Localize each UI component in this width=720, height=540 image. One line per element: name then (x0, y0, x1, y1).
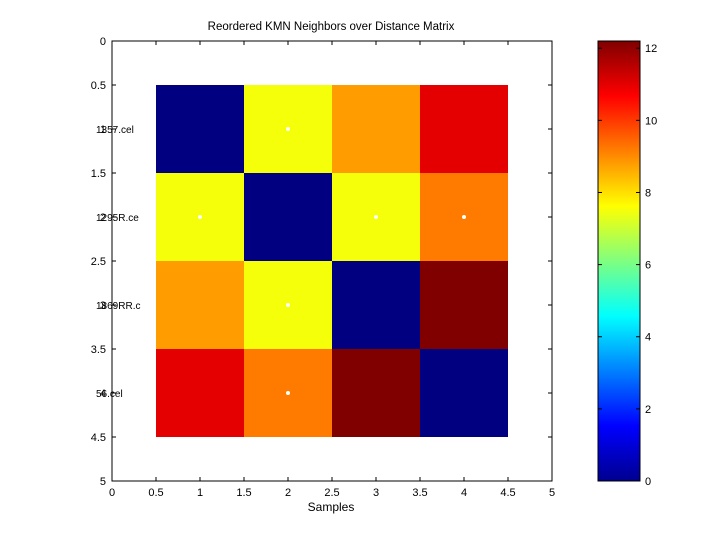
colorbar-tick-label: 12 (645, 43, 657, 55)
heatmap-cell (156, 85, 244, 173)
neighbor-marker (286, 391, 290, 395)
x-tick-label: 2 (285, 487, 291, 499)
y-row-labels: 1357.cel 1295R.ce 1869RR.c 56.cel (96, 125, 140, 400)
neighbor-marker (198, 215, 202, 219)
x-tick-label: 0.5 (148, 487, 163, 499)
y-tick-label: 4 (100, 388, 106, 400)
y-tick-label: 2.5 (91, 256, 106, 268)
y-tick-label: 5 (100, 476, 106, 488)
neighbor-marker (286, 303, 290, 307)
x-tick-label: 0 (109, 487, 115, 499)
colorbar-frame (597, 40, 641, 482)
heatmap-cell (332, 261, 420, 349)
colorbar (598, 41, 640, 481)
chart-title: Reordered KMN Neighbors over Distance Ma… (208, 21, 455, 33)
y-tick-label: 1 (100, 124, 106, 136)
colorbar-tick-label: 6 (645, 260, 651, 272)
y-row-label: 56.cel (96, 389, 123, 400)
x-axis-ticks: 0 0.5 1 1.5 2 2.5 3 3.5 4 4.5 5 (109, 41, 555, 499)
x-tick-label: 1.5 (236, 487, 251, 499)
x-tick-label: 4.5 (500, 487, 515, 499)
x-tick-label: 3.5 (412, 487, 427, 499)
neighbor-marker (462, 215, 466, 219)
colorbar-ticks: 0 2 4 6 8 10 12 (598, 43, 657, 488)
y-row-label: 1295R.ce (96, 213, 139, 224)
y-tick-label: 2 (100, 212, 106, 224)
y-tick-label: 4.5 (91, 432, 106, 444)
heatmap-cell (332, 85, 420, 173)
colorbar-tick-label: 0 (645, 476, 651, 488)
heatmap-cells (156, 85, 508, 437)
y-tick-label: 1.5 (91, 168, 106, 180)
y-tick-label: 0 (100, 36, 106, 48)
heatmap-cell (156, 349, 244, 437)
y-tick-label: 0.5 (91, 80, 106, 92)
x-tick-label: 2.5 (324, 487, 339, 499)
y-tick-label: 3.5 (91, 344, 106, 356)
heatmap-cell (420, 349, 508, 437)
colorbar-tick-label: 2 (645, 404, 651, 416)
y-row-label: 1869RR.c (96, 301, 140, 312)
colorbar-tick-label: 10 (645, 115, 657, 127)
x-axis-label: Samples (308, 500, 355, 514)
heatmap-cell (420, 261, 508, 349)
heatmap-cell (420, 85, 508, 173)
y-row-label: 1357.cel (96, 125, 134, 136)
neighbor-markers (198, 127, 466, 395)
x-tick-label: 1 (197, 487, 203, 499)
x-tick-label: 5 (549, 487, 555, 499)
y-axis-ticks: 0 0.5 1 1.5 2 2.5 3 3.5 4 4.5 5 (91, 36, 552, 488)
colorbar-tick-label: 4 (645, 332, 651, 344)
x-tick-label: 3 (373, 487, 379, 499)
neighbor-marker (286, 127, 290, 131)
heatmap-cell (332, 349, 420, 437)
y-tick-label: 3 (100, 300, 106, 312)
x-tick-label: 4 (461, 487, 467, 499)
heatmap-cell (244, 173, 332, 261)
heatmap-cell (156, 261, 244, 349)
neighbor-marker (374, 215, 378, 219)
colorbar-tick-label: 8 (645, 187, 651, 199)
